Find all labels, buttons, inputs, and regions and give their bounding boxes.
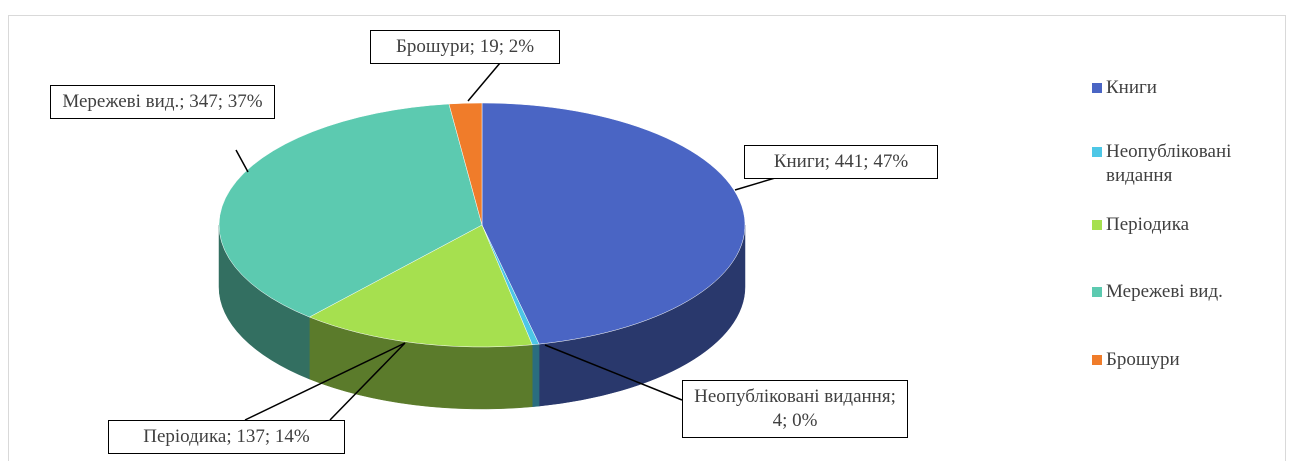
legend-entry: Книги xyxy=(1092,76,1281,100)
data-label: Брошури; 19; 2% xyxy=(370,30,560,64)
data-label: Мережеві вид.; 347; 37% xyxy=(50,85,275,119)
legend-swatch xyxy=(1092,220,1102,230)
chart-frame xyxy=(8,15,1286,461)
leader-line xyxy=(235,149,249,173)
legend-entry: Неопубліковані видання xyxy=(1092,140,1281,188)
legend-swatch xyxy=(1092,355,1102,365)
data-label: Неопубліковані видання; 4; 0% xyxy=(682,380,908,438)
leader-line xyxy=(467,62,501,102)
legend-entry: Періодика xyxy=(1092,213,1281,237)
slice xyxy=(308,224,533,348)
slice xyxy=(481,102,746,345)
leader-line xyxy=(544,344,683,401)
leader-line xyxy=(244,342,406,421)
data-label: Періодика; 137; 14% xyxy=(108,420,345,454)
slice-side xyxy=(531,343,540,408)
legend-entry: Брошури xyxy=(1092,348,1281,372)
legend-swatch xyxy=(1092,147,1102,157)
slice xyxy=(448,102,483,226)
legend-entry: Мережеві вид. xyxy=(1092,280,1281,304)
legend-swatch xyxy=(1092,83,1102,93)
leader-line xyxy=(734,177,776,191)
slice xyxy=(218,103,483,318)
data-label: Книги; 441; 47% xyxy=(744,145,938,179)
legend-swatch xyxy=(1092,287,1102,297)
leader-line xyxy=(329,342,406,421)
